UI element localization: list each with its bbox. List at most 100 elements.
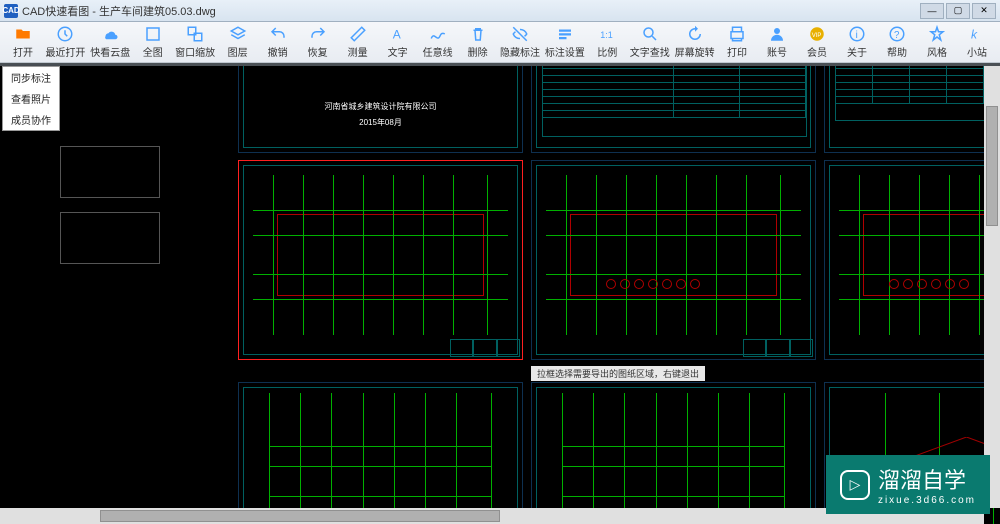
sheet-elevation-1[interactable] — [238, 382, 523, 524]
watermark-domain: zixue.3d66.com — [878, 495, 976, 506]
style-button[interactable]: 风格 — [918, 24, 956, 60]
menu-item-2[interactable]: 成员协作 — [3, 109, 59, 130]
recent-button[interactable]: 最近打开 — [44, 24, 87, 60]
notes-table — [542, 66, 807, 137]
scale-label: 比例 — [597, 44, 617, 59]
full-label: 全图 — [143, 44, 163, 59]
cover-date: 2015年08月 — [239, 117, 522, 128]
elevation-drawing — [562, 393, 785, 524]
sheet-elevation-2[interactable] — [531, 382, 816, 524]
about-label: 关于 — [847, 44, 867, 59]
help-icon: ? — [888, 25, 906, 43]
sheet-plan-3[interactable] — [824, 160, 1000, 360]
hide-annotation-icon — [511, 25, 529, 43]
annotation-settings-button[interactable]: 标注设置 — [543, 24, 586, 60]
screen-rotate-label: 屏幕旋转 — [675, 44, 715, 59]
window-zoom-label: 窗口缩放 — [175, 44, 215, 59]
measure-button[interactable]: 测量 — [339, 24, 377, 60]
text-search-icon — [641, 25, 659, 43]
layer-icon — [229, 25, 247, 43]
cloud-button[interactable]: 快看云盘 — [89, 24, 132, 60]
main-toolbar: 打开最近打开快看云盘全图窗口缩放图层撤销恢复 测量 A 文字任意线删除隐藏标注标注设置… — [0, 22, 1000, 63]
help-button[interactable]: ? 帮助 — [878, 24, 916, 60]
sheet-notes-1[interactable] — [531, 66, 816, 153]
window-title: CAD快速看图 - 生产车间建筑05.03.dwg — [22, 3, 920, 19]
window-controls: — ▢ ✕ — [920, 3, 996, 19]
full-icon — [144, 25, 162, 43]
svg-text:i: i — [856, 29, 858, 41]
title-block — [743, 339, 813, 357]
measure-label: 测量 — [348, 44, 368, 59]
thumbnail-1[interactable] — [60, 146, 160, 198]
app-icon: CAD — [4, 4, 18, 18]
title-bar: CAD CAD快速看图 - 生产车间建筑05.03.dwg — ▢ ✕ — [0, 0, 1000, 22]
minimize-button[interactable]: — — [920, 3, 944, 19]
xiaoku-label: 小站 — [967, 44, 987, 59]
vip-icon: VIP — [808, 25, 826, 43]
window-zoom-button[interactable]: 窗口缩放 — [174, 24, 217, 60]
xiaoku-button[interactable]: k 小站 — [958, 24, 996, 60]
full-button[interactable]: 全图 — [134, 24, 172, 60]
scale-button[interactable]: 1:1比例 — [588, 24, 626, 60]
freeline-button[interactable]: 任意线 — [419, 24, 457, 60]
print-label: 打印 — [727, 44, 747, 59]
open-label: 打开 — [13, 44, 33, 59]
watermark-title: 溜溜自学 — [878, 463, 976, 495]
screen-rotate-button[interactable]: 屏幕旋转 — [673, 24, 716, 60]
about-button[interactable]: i 关于 — [838, 24, 876, 60]
svg-text:A: A — [392, 28, 400, 42]
account-button[interactable]: 账号 — [758, 24, 796, 60]
help-label: 帮助 — [887, 44, 907, 59]
sheet-plan-2[interactable] — [531, 160, 816, 360]
recent-label: 最近打开 — [45, 44, 85, 59]
undo-button[interactable]: 撤销 — [259, 24, 297, 60]
hide-annotation-button[interactable]: 隐藏标注 — [499, 24, 542, 60]
account-icon — [768, 25, 786, 43]
play-icon: ▷ — [840, 470, 870, 500]
sheet-plan-1-selected[interactable] — [238, 160, 523, 360]
undo-icon — [269, 25, 287, 43]
context-menu: 同步标注查看照片成员协作 — [2, 66, 60, 131]
about-icon: i — [848, 25, 866, 43]
vertical-scrollbar[interactable] — [984, 66, 1000, 508]
print-button[interactable]: 打印 — [718, 24, 756, 60]
redo-button[interactable]: 恢复 — [299, 24, 337, 60]
plan-drawing — [839, 175, 1000, 335]
xiaoku-icon: k — [968, 25, 986, 43]
maximize-button[interactable]: ▢ — [946, 3, 970, 19]
thumbnail-2[interactable] — [60, 212, 160, 264]
redo-label: 恢复 — [308, 44, 328, 59]
svg-text:k: k — [971, 28, 978, 42]
text-label: 文字 — [388, 44, 408, 59]
cloud-label: 快看云盘 — [90, 44, 130, 59]
print-icon — [728, 25, 746, 43]
cloud-icon — [101, 25, 119, 43]
menu-item-0[interactable]: 同步标注 — [3, 67, 59, 88]
delete-button[interactable]: 删除 — [459, 24, 497, 60]
open-icon — [14, 25, 32, 43]
style-icon — [928, 25, 946, 43]
text-search-button[interactable]: 文字查找 — [628, 24, 671, 60]
redo-icon — [309, 25, 327, 43]
layer-button[interactable]: 图层 — [219, 24, 257, 60]
freeline-label: 任意线 — [423, 44, 453, 59]
recent-icon — [56, 25, 74, 43]
text-button[interactable]: A 文字 — [379, 24, 417, 60]
annotation-settings-icon — [556, 25, 574, 43]
delete-icon — [469, 25, 487, 43]
freeline-icon — [429, 25, 447, 43]
scale-icon: 1:1 — [598, 25, 616, 43]
measure-icon — [349, 25, 367, 43]
vip-button[interactable]: VIP会员 — [798, 24, 836, 60]
sheet-notes-2[interactable] — [824, 66, 1000, 153]
elevation-drawing — [269, 393, 492, 524]
notes-table — [835, 66, 985, 121]
screen-rotate-icon — [686, 25, 704, 43]
sheet-cover[interactable]: 河南省城乡建筑设计院有限公司 2015年08月 — [238, 66, 523, 153]
menu-item-1[interactable]: 查看照片 — [3, 88, 59, 109]
cover-company: 河南省城乡建筑设计院有限公司 — [239, 101, 522, 112]
open-button[interactable]: 打开 — [4, 24, 42, 60]
annotation-settings-label: 标注设置 — [545, 44, 585, 59]
svg-text:?: ? — [894, 30, 900, 41]
close-button[interactable]: ✕ — [972, 3, 996, 19]
